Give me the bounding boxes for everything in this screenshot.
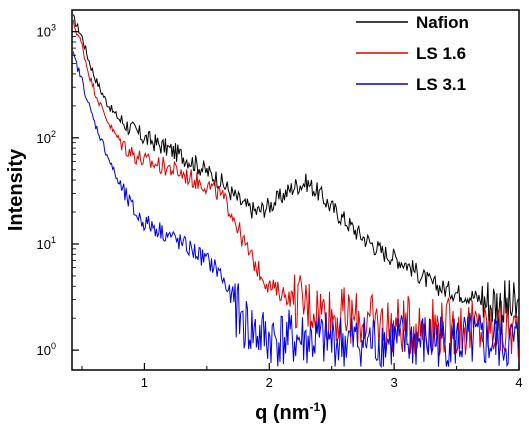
series-layer	[72, 14, 519, 369]
series-line-ls-1-6	[72, 19, 519, 358]
x-tick-label: 4	[515, 375, 522, 390]
legend-label-ls-1-6: LS 1.6	[416, 44, 466, 63]
series-line-nafion	[72, 14, 519, 335]
y-tick-label: 100	[37, 341, 56, 358]
legend-label-ls-3-1: LS 3.1	[416, 75, 466, 94]
plot-frame	[71, 9, 520, 371]
y-tick-exponent: 2	[51, 129, 56, 139]
y-tick-label: 103	[37, 23, 56, 40]
y-tick-exponent: 1	[51, 235, 56, 245]
legend-label-nafion: Nafion	[416, 13, 469, 32]
y-tick-exponent: 0	[51, 341, 56, 351]
y-tick-exponent: 3	[51, 23, 56, 33]
x-tick-label: 1	[141, 375, 148, 390]
series-line-ls-3-1	[72, 51, 519, 369]
x-tick-label: 2	[266, 375, 273, 390]
y-tick-label: 102	[37, 129, 56, 146]
y-axis-title: Intensity	[5, 148, 27, 231]
legend: Nafion LS 1.6 LS 3.1	[356, 13, 469, 94]
y-tick-label: 101	[37, 235, 56, 252]
x-tick-label: 3	[391, 375, 398, 390]
x-axis-title: q (nm-1)	[255, 400, 327, 424]
